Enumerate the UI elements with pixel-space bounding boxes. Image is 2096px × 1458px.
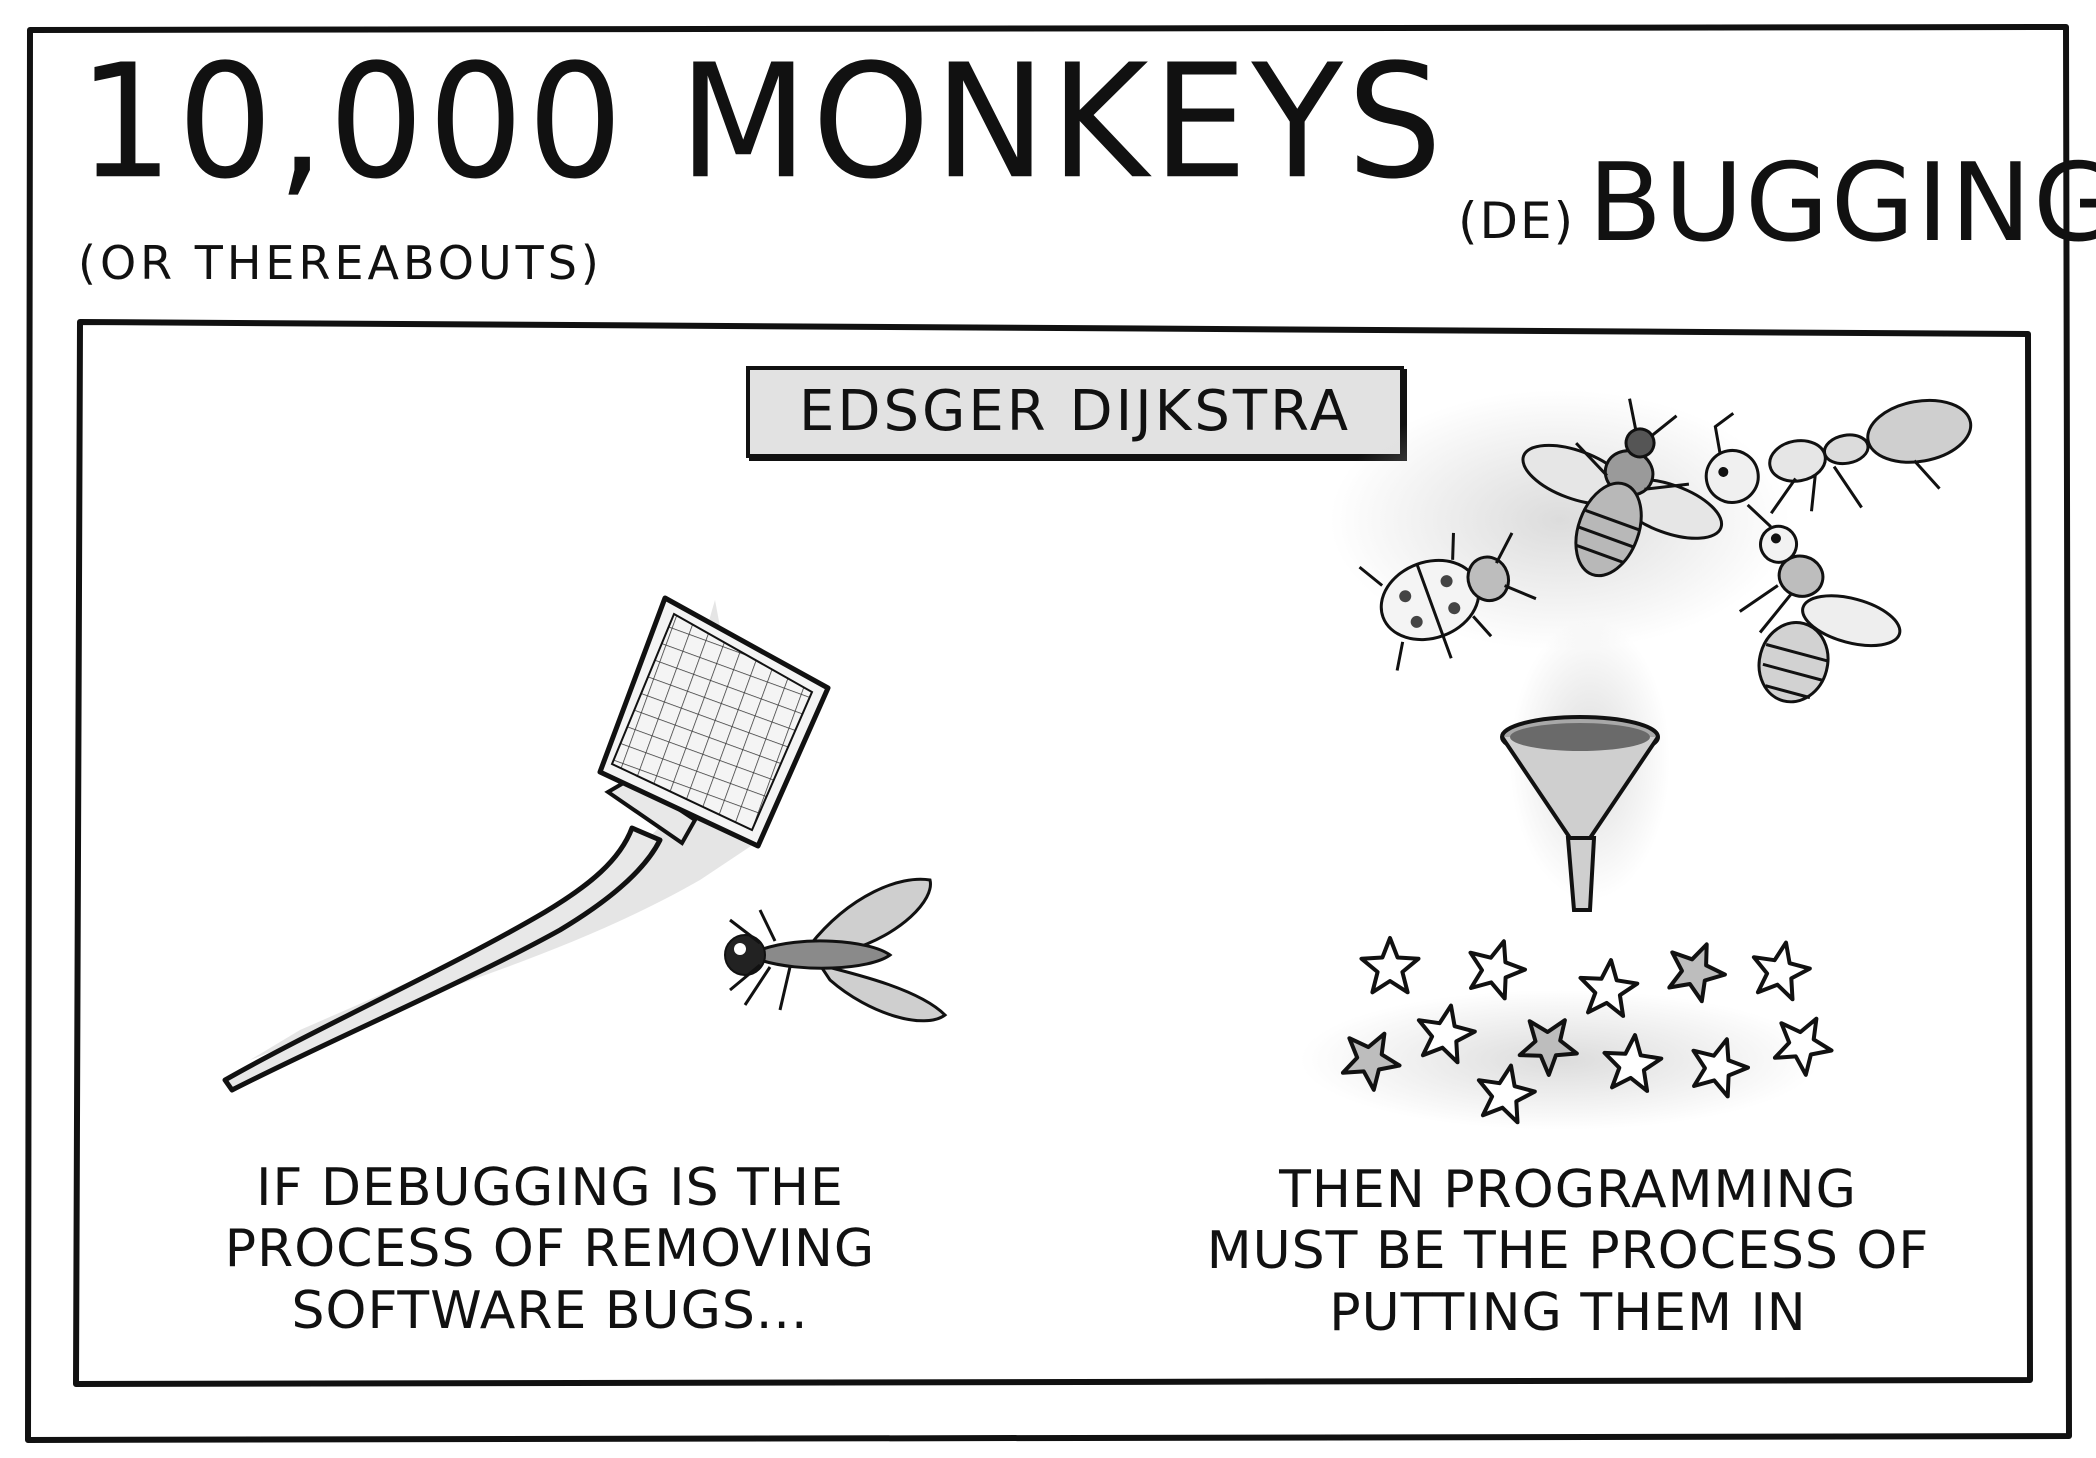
star-icon [1602, 1033, 1664, 1093]
wasp-icon [1738, 503, 1902, 704]
comic-subtitle: (OR THEREABOUTS) [78, 236, 603, 290]
ant-icon [1704, 398, 1973, 515]
left-caption-line: IF DEBUGGING IS THE [256, 1158, 844, 1218]
star-icon [1468, 939, 1527, 1001]
star-icon [1772, 1016, 1834, 1077]
inner-frame [73, 319, 2033, 1387]
star-icon [1578, 958, 1640, 1018]
funnel-icon [1500, 715, 1660, 912]
right-caption-line: THEN PROGRAMMING [1279, 1160, 1857, 1220]
attribution-box: EDSGER DIJKSTRA [746, 366, 1404, 458]
star-icon [1517, 1018, 1579, 1077]
star-icon [1359, 936, 1421, 995]
fly-icon [724, 877, 948, 1023]
left-caption-line: SOFTWARE BUGS... [291, 1280, 809, 1341]
right-caption-line: PUTTING THEM IN [1329, 1282, 1807, 1343]
star-icon [1340, 1031, 1402, 1092]
series-title: BUGGING [1588, 141, 2096, 266]
comic-title: 10,000 MONKEYS [78, 31, 1447, 215]
ladybug-icon [1358, 532, 1537, 671]
left-caption: IF DEBUGGING IS THE PROCESS OF REMOVING … [200, 1158, 900, 1342]
outer-frame [25, 24, 2072, 1443]
star-cluster [1340, 936, 1834, 1125]
attribution-name: EDSGER DIJKSTRA [798, 379, 1352, 444]
right-caption: THEN PROGRAMMING MUST BE THE PROCESS OF … [1188, 1160, 1948, 1344]
star-icon [1667, 942, 1727, 1004]
star-icon [1691, 1037, 1750, 1099]
star-icon [1476, 1063, 1537, 1125]
right-caption-line: MUST BE THE PROCESS OF [1206, 1221, 1930, 1282]
bee-icon [1521, 398, 1724, 578]
star-icon [1751, 940, 1812, 1002]
series-prefix: (DE) [1458, 192, 1576, 250]
fly-swatter-icon [222, 595, 831, 1093]
left-caption-line: PROCESS OF REMOVING [224, 1219, 876, 1280]
star-icon [1416, 1003, 1477, 1065]
